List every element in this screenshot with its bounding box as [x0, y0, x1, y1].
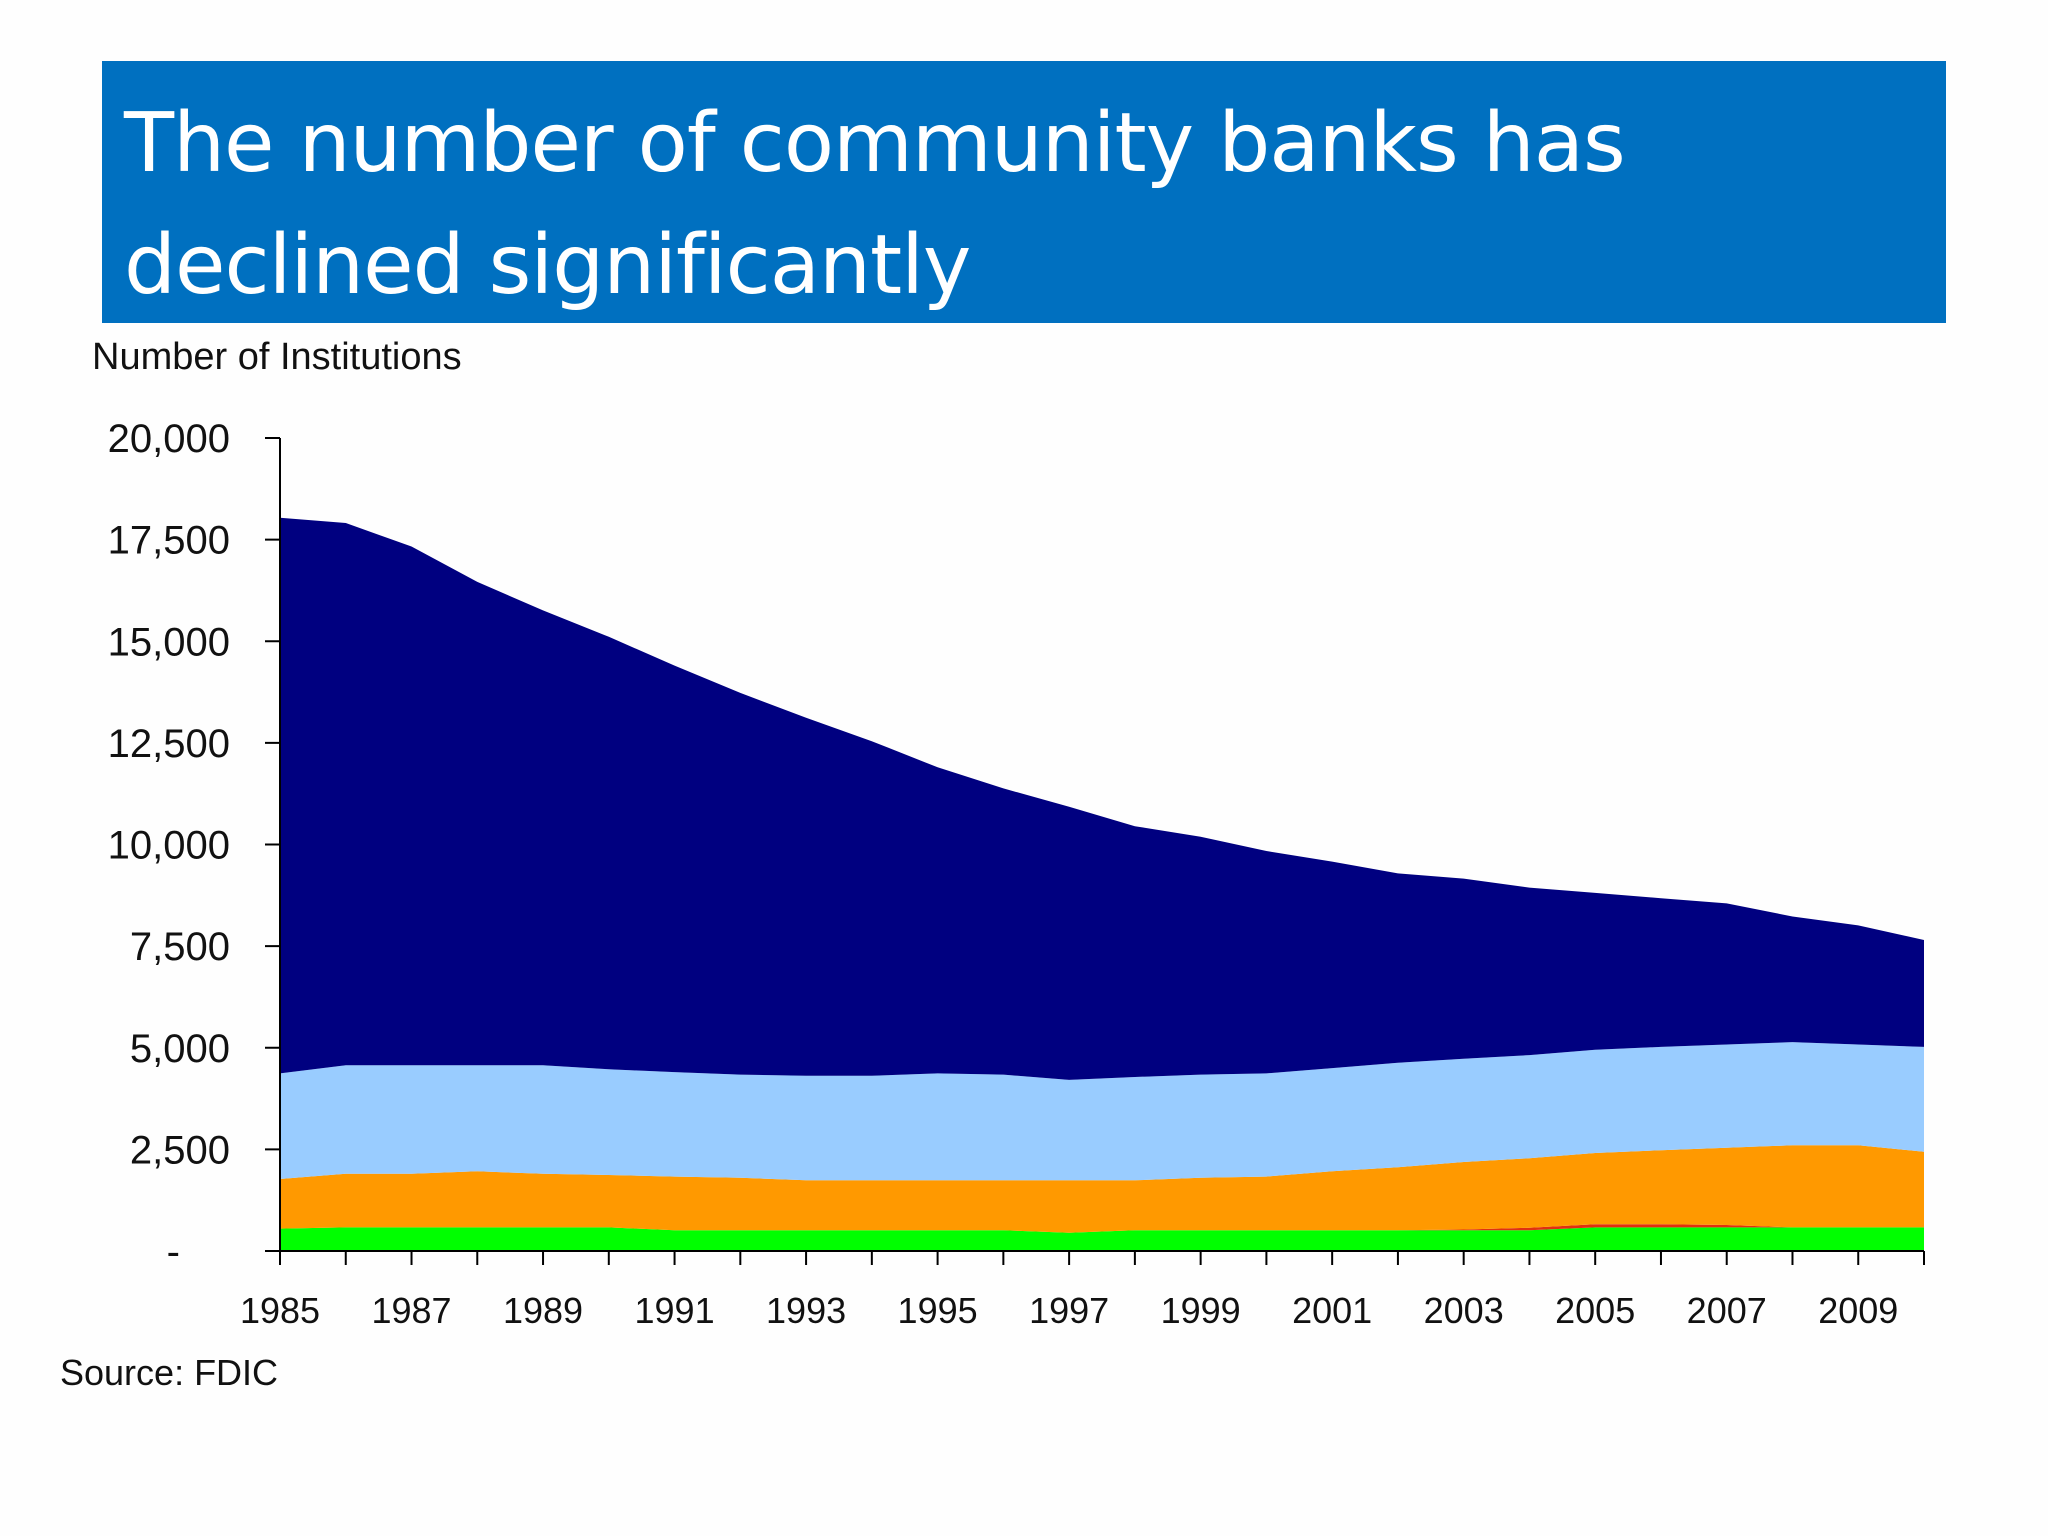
y-axis-ticks: - 2,500 5,000 7,500 10,000 12,500 15,000 17,500… [108, 417, 280, 1274]
y-tick-label: 10,000 [108, 824, 230, 868]
y-tick-label: 7,500 [130, 925, 230, 969]
x-tick-label: 2003 [1424, 1290, 1504, 1331]
y-tick-label: 17,500 [108, 519, 230, 563]
x-tick-label: 1989 [503, 1290, 583, 1331]
slide-title: The number of community banks has declin… [124, 96, 1626, 313]
x-tick-label: 1997 [1029, 1290, 1109, 1331]
area-series-1 [280, 1227, 1924, 1251]
y-tick-label: 12,500 [108, 722, 230, 766]
x-tick-label: 1987 [371, 1290, 451, 1331]
y-tick-label: 20,000 [108, 417, 230, 461]
x-axis-ticks: 1985 1987 1989 1991 1993 1995 1997 1999 2001 2003… [240, 1251, 1925, 1331]
x-tick-label: 1993 [766, 1290, 846, 1331]
x-tick-label: 2001 [1292, 1290, 1372, 1331]
area-series-4 [280, 1042, 1924, 1181]
y-tick-label: 2,500 [130, 1128, 230, 1172]
title-banner: The number of community banks has declin… [102, 61, 1946, 323]
x-tick-label: 1985 [240, 1290, 320, 1331]
y-axis-title: Number of Institutions [92, 336, 462, 378]
y-tick-label: 15,000 [108, 620, 230, 664]
x-tick-label: 1995 [898, 1290, 978, 1331]
area-series-3 [280, 1145, 1924, 1233]
y-tick-label: 5,000 [130, 1027, 230, 1071]
x-tick-label: 2007 [1687, 1290, 1767, 1331]
x-tick-label: 1991 [635, 1290, 715, 1331]
chart-areas [280, 517, 1924, 1251]
x-tick-label: 2009 [1818, 1290, 1898, 1331]
y-tick-label: - [167, 1230, 180, 1274]
area-series-5 [280, 517, 1924, 1080]
x-tick-label: 2005 [1555, 1290, 1635, 1331]
x-tick-label: 1999 [1161, 1290, 1241, 1331]
source-note: Source: FDIC [60, 1352, 279, 1393]
